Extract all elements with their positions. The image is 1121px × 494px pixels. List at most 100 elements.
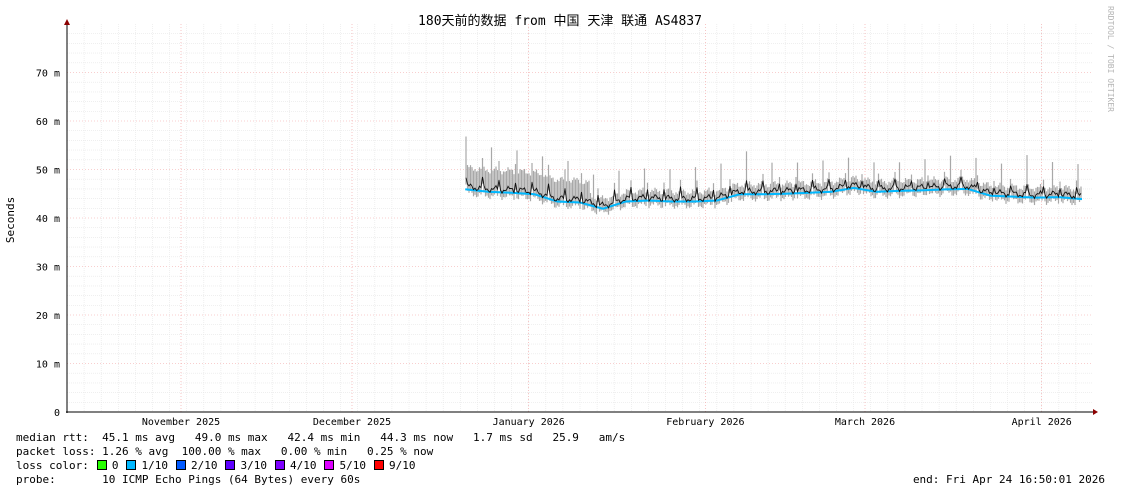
loss-mark — [604, 206, 607, 209]
loss-mark — [523, 192, 526, 195]
loss-mark — [483, 190, 485, 193]
loss-mark — [1051, 196, 1054, 199]
loss-mark — [559, 200, 562, 203]
loss-mark — [855, 187, 857, 190]
loss-mark — [733, 194, 736, 197]
loss-color-swatch — [126, 460, 137, 470]
median-rtt-values: 45.1 ms avg 49.0 ms max 42.4 ms min 44.3… — [102, 431, 626, 444]
loss-mark — [642, 199, 644, 202]
loss-mark — [895, 189, 898, 192]
loss-mark — [763, 193, 766, 196]
loss-mark — [828, 190, 830, 193]
loss-mark — [981, 192, 983, 195]
loss-mark — [631, 200, 634, 203]
loss-mark — [519, 192, 521, 195]
loss-mark — [526, 192, 529, 195]
loss-mark — [904, 189, 907, 192]
loss-mark — [753, 193, 755, 196]
loss-mark — [993, 194, 995, 197]
loss-mark — [1042, 196, 1045, 199]
loss-mark — [741, 193, 743, 196]
loss-mark — [1078, 197, 1081, 200]
loss-mark — [816, 191, 818, 194]
loss-mark — [672, 200, 674, 203]
loss-mark — [690, 200, 692, 203]
loss-mark — [537, 194, 539, 197]
loss-mark — [775, 192, 778, 195]
loss-mark — [493, 191, 496, 194]
loss-mark — [825, 191, 827, 194]
loss-mark — [762, 193, 764, 196]
loss-mark — [864, 188, 866, 191]
loss-mark — [885, 190, 887, 193]
loss-mark — [744, 193, 746, 196]
loss-mark — [469, 188, 472, 191]
loss-mark — [649, 199, 652, 202]
loss-mark — [822, 191, 824, 194]
loss-mark — [732, 195, 734, 198]
loss-mark — [564, 200, 566, 203]
loss-mark — [793, 192, 796, 195]
loss-color-swatch-label: 9/10 — [388, 459, 416, 472]
loss-mark — [892, 190, 895, 193]
loss-mark — [810, 191, 812, 194]
loss-mark — [1018, 195, 1021, 198]
loss-mark — [585, 203, 587, 206]
loss-mark — [466, 188, 469, 191]
loss-mark — [765, 193, 767, 196]
loss-mark — [834, 190, 836, 193]
loss-mark — [847, 187, 850, 190]
loss-mark — [867, 189, 869, 192]
loss-mark — [556, 200, 559, 203]
loss-mark — [643, 199, 646, 202]
loss-mark — [991, 194, 994, 197]
loss-mark — [850, 187, 853, 190]
smokeping-chart: 0 10 m 20 m 30 m 40 m 50 m 60 m 70 m November 2… — [4, 6, 1115, 428]
loss-mark — [790, 192, 793, 195]
loss-mark — [654, 199, 656, 202]
loss-mark — [532, 193, 535, 196]
loss-mark — [1062, 196, 1064, 199]
loss-mark — [859, 188, 862, 191]
loss-mark — [937, 188, 940, 191]
loss-mark — [502, 191, 505, 194]
loss-mark — [1059, 196, 1061, 199]
loss-mark — [943, 188, 946, 191]
loss-mark — [966, 187, 968, 190]
x-tick-label: March 2026 — [835, 417, 895, 428]
loss-mark — [921, 189, 923, 192]
loss-mark — [934, 188, 937, 191]
loss-mark — [1014, 195, 1016, 198]
loss-mark — [495, 191, 497, 194]
loss-mark — [925, 189, 928, 192]
loss-mark — [949, 188, 952, 191]
loss-mark — [940, 188, 943, 191]
loss-mark — [756, 193, 758, 196]
loss-mark — [657, 199, 659, 202]
loss-color-swatch-label: 1/10 — [141, 459, 168, 472]
loss-mark — [679, 200, 682, 203]
loss-mark — [729, 195, 731, 198]
loss-mark — [720, 198, 722, 201]
loss-mark — [946, 188, 949, 191]
loss-color-swatches: 0 1/10 2/10 3/10 4/10 5/10 9/10 — [89, 459, 416, 472]
loss-mark — [1002, 195, 1004, 198]
loss-mark — [838, 189, 841, 192]
loss-mark — [627, 200, 629, 203]
loss-color-swatch — [96, 460, 107, 470]
loss-mark — [853, 187, 856, 190]
y-tick-label: 0 — [54, 408, 60, 419]
loss-mark — [477, 189, 479, 192]
loss-mark — [880, 190, 883, 193]
loss-mark — [730, 195, 733, 198]
loss-mark — [1050, 196, 1052, 199]
loss-mark — [795, 192, 797, 195]
loss-mark — [787, 192, 790, 195]
y-tick-label: 10 m — [36, 360, 60, 371]
loss-mark — [751, 193, 754, 196]
loss-mark — [481, 190, 484, 193]
loss-mark — [1075, 197, 1078, 200]
loss-mark — [655, 199, 658, 202]
loss-mark — [969, 188, 971, 191]
loss-mark — [721, 197, 724, 200]
